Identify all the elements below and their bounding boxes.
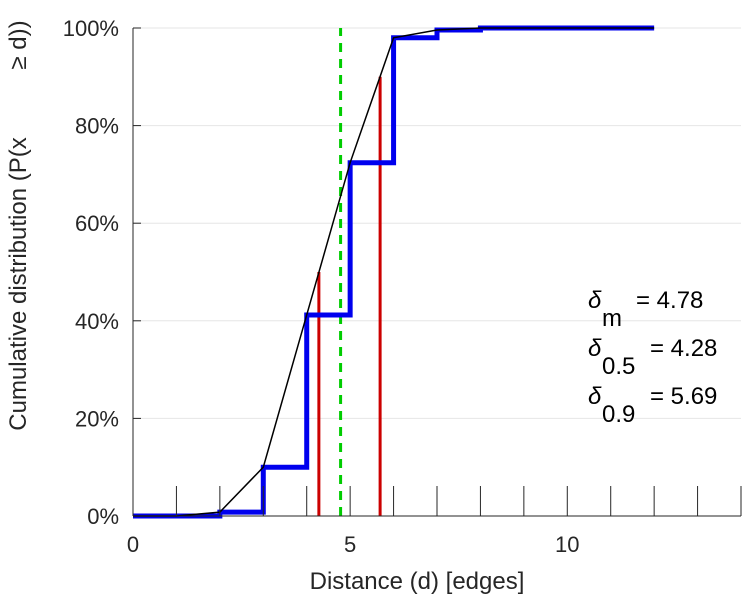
- x-tick-label: 0: [127, 532, 139, 557]
- y-tick-label: 100%: [63, 16, 119, 41]
- y-tick-label: 40%: [75, 309, 119, 334]
- annotation-value: = 4.28: [650, 335, 717, 362]
- annotation-subscript: 0.5: [602, 353, 635, 380]
- y-axis-title-tail: ≥ d)): [5, 20, 32, 69]
- annotation-symbol: δ: [588, 335, 602, 362]
- axis-layer: 0 5 100%20%40%60%80%100%: [63, 16, 742, 557]
- annotation-delta-m: δ m = 4.78: [588, 287, 703, 332]
- annotation-delta-09: δ 0.9 = 5.69: [588, 383, 717, 428]
- annotation-delta-05: δ 0.5 = 4.28: [588, 335, 717, 380]
- annotation-value: = 5.69: [650, 383, 717, 410]
- y-tick-label: 20%: [75, 406, 119, 431]
- y-tick-label: 0%: [87, 504, 119, 529]
- annotation-symbol: δ: [588, 287, 602, 314]
- annotation-subscript: 0.9: [602, 401, 635, 428]
- step-series-line: [133, 25, 655, 519]
- annotation-subscript: m: [602, 305, 622, 332]
- y-axis-title: Cumulative distribution (P(x: [5, 137, 32, 430]
- y-tick-label: 80%: [75, 114, 119, 139]
- annotation-layer: δ m = 4.78 δ 0.5 = 4.28 δ 0.9 = 5.69: [588, 287, 717, 428]
- x-tick-label: 10: [555, 532, 579, 557]
- x-axis-title: Distance (d) [edges]: [310, 568, 525, 595]
- label-layer: Distance (d) [edges] Cumulative distribu…: [5, 20, 524, 595]
- y-tick-label: 60%: [75, 211, 119, 236]
- x-tick-label: 5: [344, 532, 356, 557]
- annotation-symbol: δ: [588, 383, 602, 410]
- annotation-value: = 4.78: [636, 287, 703, 314]
- series-layer: [133, 25, 655, 519]
